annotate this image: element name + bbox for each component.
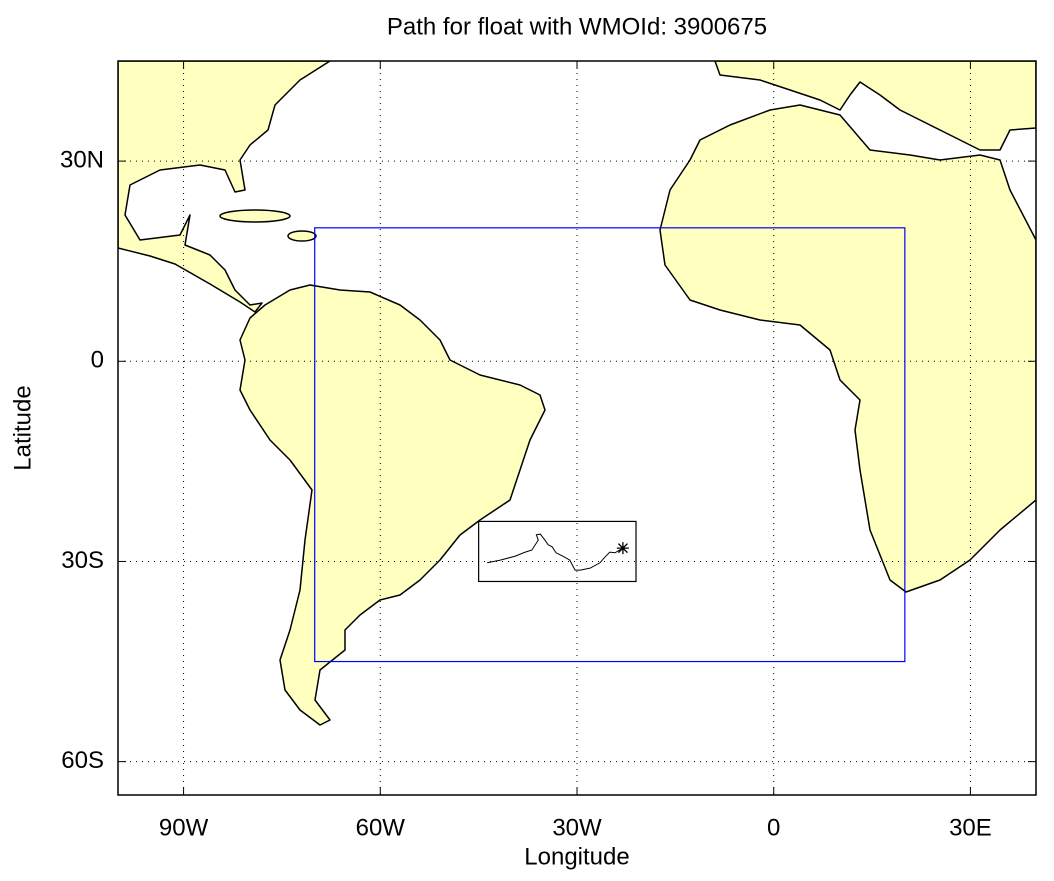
cuba: [219, 209, 291, 223]
y-tick-label: 30S: [61, 547, 104, 574]
hispaniola: [287, 230, 317, 242]
x-tick-label: 60W: [356, 814, 406, 841]
plot-frame: [117, 60, 1037, 796]
y-tick-label: 60S: [61, 747, 104, 774]
x-tick-label: 30E: [949, 814, 992, 841]
europe: [714, 61, 1036, 151]
region-box: [478, 520, 637, 583]
land: [118, 61, 1036, 726]
region-box: [314, 227, 906, 663]
y-tick-label: 30N: [60, 146, 104, 173]
x-axis-label: Longitude: [524, 843, 629, 870]
south-america: [239, 284, 546, 726]
x-tick-label: 30W: [552, 814, 602, 841]
float-track: [487, 533, 624, 571]
y-axis-label: Latitude: [9, 385, 36, 470]
africa: [659, 104, 1036, 593]
y-tick-label: 0: [91, 347, 104, 374]
x-tick-label: 90W: [159, 814, 209, 841]
overlay: [314, 227, 906, 663]
chart-title: Path for float with WMOId: 3900675: [387, 13, 767, 40]
last-position-marker: [616, 542, 629, 555]
x-tick-label: 0: [767, 814, 780, 841]
grid: [118, 61, 1036, 795]
north-america: [118, 61, 331, 313]
